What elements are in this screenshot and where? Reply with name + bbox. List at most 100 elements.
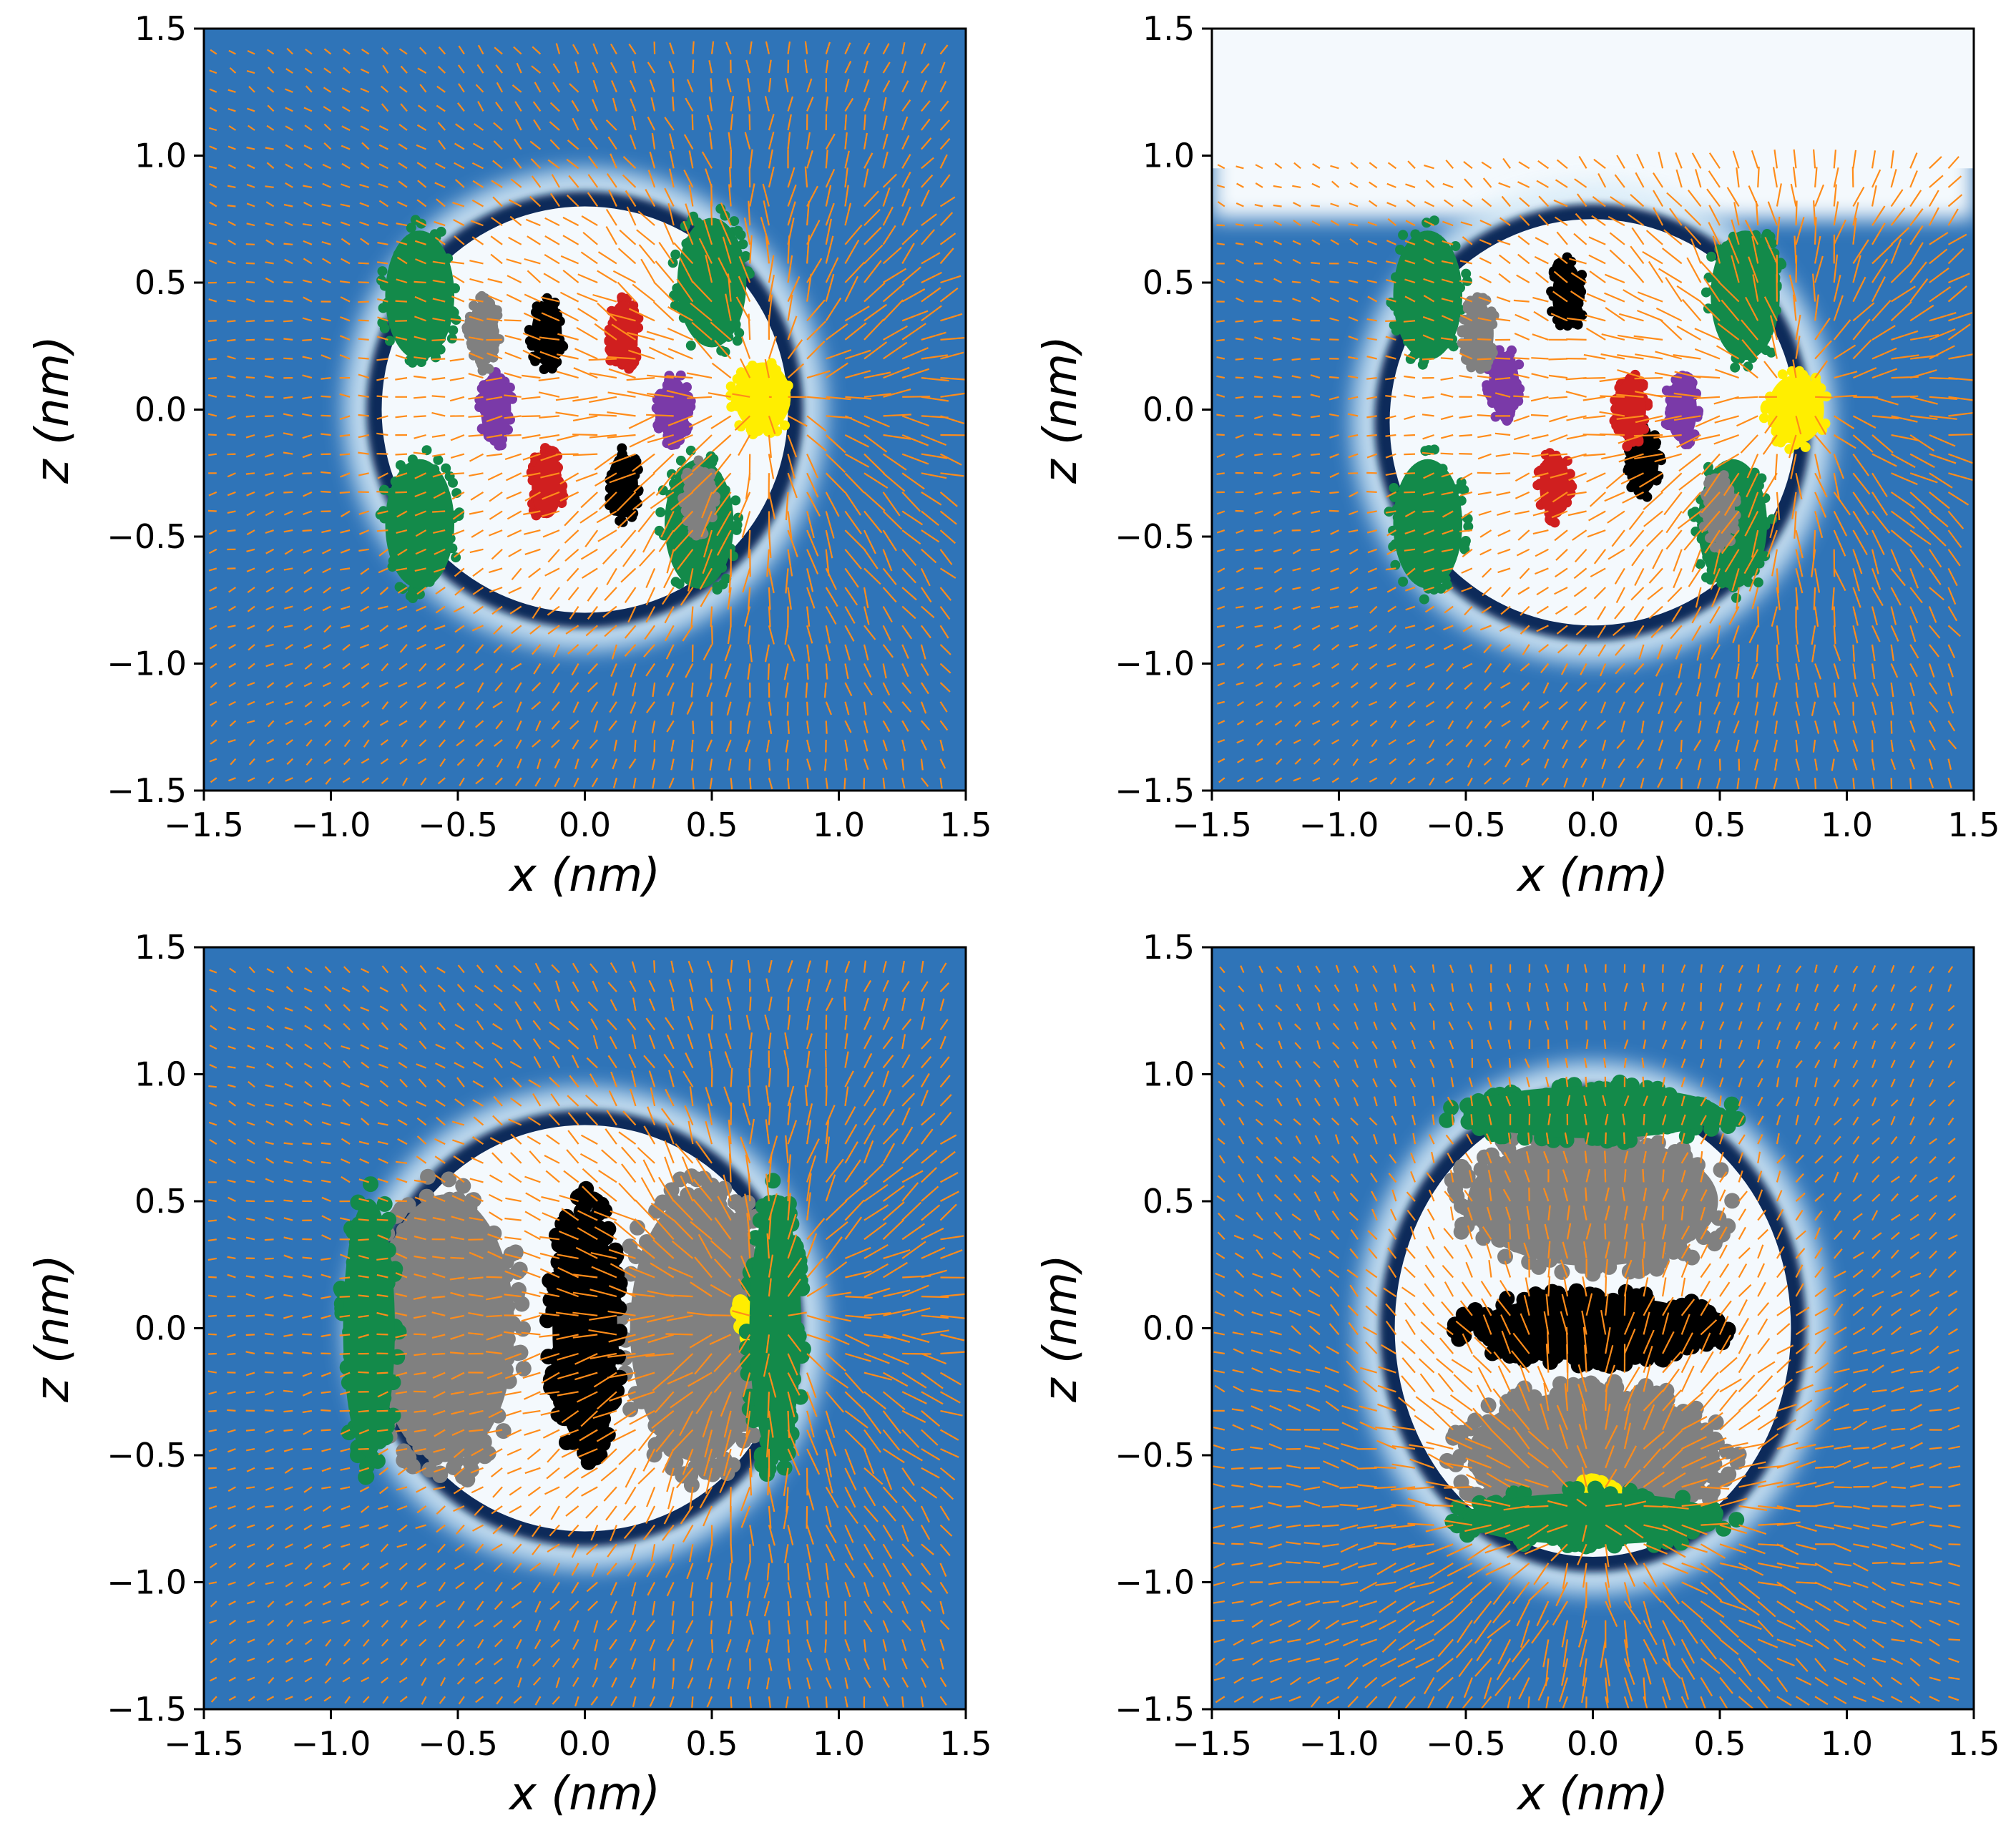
field-arrow — [1366, 337, 1377, 341]
field-arrow — [1788, 434, 1797, 459]
field-arrow — [1556, 625, 1568, 635]
cluster-point — [1429, 444, 1439, 455]
field-arrow — [1676, 285, 1702, 303]
field-arrow — [1310, 393, 1321, 398]
field-arrow — [1445, 739, 1454, 747]
field-arrow — [589, 434, 617, 439]
field-arrow — [227, 491, 236, 497]
field-arrow — [1890, 207, 1906, 226]
field-arrow — [901, 288, 926, 303]
field-arrow — [283, 567, 293, 571]
field-arrow — [1273, 605, 1283, 611]
field-arrow — [284, 548, 293, 555]
field-arrow — [1390, 720, 1397, 729]
field-arrow — [1708, 152, 1721, 169]
field-arrow — [522, 374, 541, 379]
field-arrow — [607, 136, 617, 150]
field-arrow — [1711, 587, 1721, 607]
field-arrow — [1716, 345, 1740, 360]
field-arrow — [1535, 548, 1549, 557]
field-arrow — [1385, 355, 1396, 360]
field-arrow — [1852, 510, 1869, 536]
field-arrow — [1790, 454, 1797, 479]
field-arrow — [1715, 453, 1740, 469]
field-arrow — [1330, 548, 1339, 554]
field-arrow — [377, 510, 388, 515]
field-arrow — [1463, 161, 1473, 170]
field-arrow — [522, 332, 541, 341]
field-arrow — [508, 199, 522, 207]
field-arrow — [1673, 415, 1701, 421]
field-arrow — [725, 739, 732, 753]
field-arrow — [787, 316, 798, 341]
field-arrow — [676, 278, 694, 303]
field-arrow — [901, 188, 911, 207]
field-arrow — [340, 472, 351, 478]
field-arrow — [921, 287, 941, 303]
field-arrow — [620, 567, 637, 583]
field-arrow — [1366, 318, 1377, 322]
field-arrow — [1216, 472, 1225, 475]
field-arrow — [1735, 739, 1740, 753]
field-arrow — [921, 252, 941, 265]
field-arrow — [1555, 567, 1568, 578]
field-arrow — [1789, 274, 1797, 302]
field-arrow — [844, 567, 859, 588]
field-arrow — [283, 280, 293, 284]
field-arrow — [882, 341, 908, 360]
field-arrow — [358, 281, 369, 284]
field-arrow — [1776, 492, 1781, 521]
field-arrow — [283, 357, 293, 360]
field-arrow — [1693, 434, 1721, 442]
field-arrow — [1313, 739, 1321, 746]
field-arrow — [1236, 700, 1244, 707]
field-arrow — [617, 281, 637, 303]
field-arrow — [414, 356, 426, 360]
field-arrow — [397, 625, 408, 630]
field-arrow — [1731, 568, 1740, 592]
field-arrow — [1499, 625, 1511, 632]
field-arrow — [1479, 257, 1492, 265]
field-arrow — [1909, 644, 1919, 659]
field-arrow — [457, 102, 465, 112]
field-arrow — [1871, 720, 1876, 734]
field-arrow — [434, 237, 446, 245]
field-arrow — [1537, 160, 1550, 170]
field-arrow — [396, 510, 408, 518]
field-arrow — [921, 472, 947, 479]
field-arrow — [395, 354, 408, 360]
field-arrow — [901, 368, 930, 379]
field-arrow — [395, 415, 408, 419]
cluster-point — [685, 341, 696, 351]
field-arrow — [1718, 758, 1721, 771]
field-arrow — [787, 217, 795, 245]
field-arrow — [612, 758, 617, 770]
field-arrow — [826, 349, 852, 360]
field-arrow — [1329, 338, 1339, 341]
field-arrow — [728, 184, 732, 207]
field-arrow — [459, 777, 465, 786]
field-arrow — [920, 682, 929, 695]
field-arrow — [1424, 663, 1435, 669]
field-arrow — [471, 236, 484, 245]
field-arrow — [1389, 625, 1397, 634]
field-arrow — [749, 644, 753, 663]
cluster-point — [733, 512, 743, 523]
field-arrow — [543, 273, 560, 283]
field-arrow — [554, 777, 560, 788]
field-arrow — [1673, 549, 1683, 572]
field-arrow — [419, 663, 427, 672]
field-arrow — [283, 625, 293, 628]
field-arrow — [449, 396, 465, 402]
field-arrow — [1563, 777, 1569, 788]
field-arrow — [1909, 587, 1923, 604]
field-arrow — [1389, 700, 1397, 709]
field-arrow — [568, 175, 579, 188]
field-arrow — [1557, 644, 1568, 654]
field-arrow — [639, 549, 655, 567]
field-arrow — [433, 529, 446, 534]
field-arrow — [825, 59, 829, 74]
x-tick-label: 1.0 — [813, 806, 865, 844]
y-tick-label: 1.5 — [1142, 9, 1195, 48]
field-arrow — [303, 643, 313, 650]
